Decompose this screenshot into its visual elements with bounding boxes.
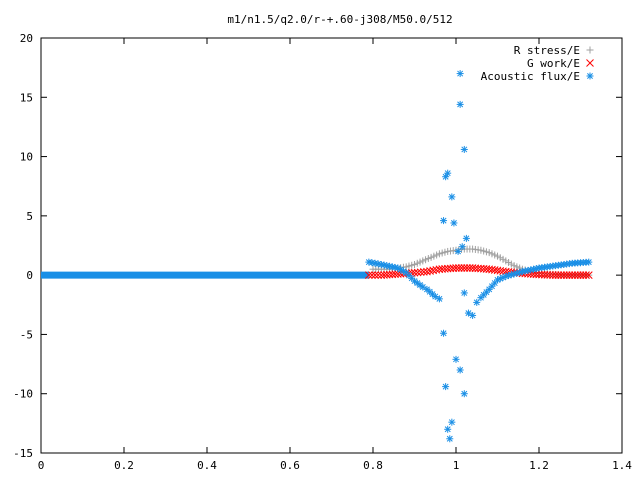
y-tick-label: 20 (20, 32, 33, 45)
data-point (560, 271, 568, 279)
data-point (557, 271, 565, 279)
data-point (473, 298, 481, 306)
x-tick-label: 1 (453, 459, 460, 472)
legend-label: R stress/E (514, 44, 580, 57)
data-point (452, 355, 460, 363)
data-point (454, 264, 463, 272)
data-point (456, 366, 464, 374)
x-tick-label: 1.4 (612, 459, 632, 472)
data-point (584, 271, 593, 279)
data-point (442, 383, 450, 391)
plot-border (40, 37, 623, 454)
data-point (446, 435, 454, 443)
y-tick-label: -10 (13, 388, 33, 401)
y-tick-label: -5 (20, 328, 33, 341)
data-point (460, 390, 468, 398)
x-axis-ticks: 0 0.2 0.4 0.6 0.8 1 1.2 1.4 (38, 38, 632, 472)
data-point (573, 271, 582, 279)
data-point (576, 271, 585, 279)
data-point (374, 271, 383, 279)
plot-frame (40, 37, 623, 454)
y-tick-label: 10 (20, 151, 33, 164)
y-tick-label: 0 (26, 269, 33, 282)
data-point (585, 258, 593, 266)
data-point (426, 267, 434, 275)
data-point (568, 271, 577, 279)
data-point (458, 243, 466, 251)
data-point (454, 247, 462, 255)
series-layer (364, 70, 593, 443)
data-point (435, 295, 443, 303)
data-point (456, 100, 464, 108)
data-point (448, 193, 456, 201)
x-tick-label: 0.8 (363, 459, 383, 472)
data-point (431, 292, 439, 300)
x-tick-label: 0 (38, 459, 45, 472)
data-point (419, 268, 428, 276)
data-point (460, 264, 469, 272)
data-point (582, 271, 590, 279)
data-point (448, 418, 456, 426)
data-point (456, 70, 464, 78)
data-point (368, 271, 376, 279)
data-point (371, 271, 379, 279)
data-point (364, 271, 373, 279)
x-tick-label: 0.2 (114, 459, 134, 472)
data-point (460, 289, 468, 297)
x-tick-label: 1.2 (529, 459, 549, 472)
data-point (469, 311, 477, 319)
data-point (440, 217, 448, 225)
legend-marker (586, 46, 594, 54)
data-point (429, 266, 438, 275)
data-point (452, 264, 460, 272)
chart-title: m1/n1.5/q2.0/r-+.60-j308/M50.0/512 (227, 13, 452, 26)
y-tick-label: 5 (26, 210, 33, 223)
data-point (423, 267, 431, 276)
series-2 (365, 70, 593, 443)
data-point (440, 329, 448, 337)
data-point (413, 268, 422, 277)
legend-marker (586, 59, 594, 67)
y-tick-label: -15 (13, 447, 33, 460)
data-point (457, 264, 466, 272)
data-point (518, 268, 526, 276)
data-point (554, 271, 563, 279)
data-point (551, 271, 560, 279)
data-point (450, 219, 458, 227)
data-point (416, 268, 425, 277)
y-tick-label: 15 (20, 91, 33, 104)
legend-marker (586, 72, 594, 80)
data-point (444, 169, 452, 177)
data-point (571, 271, 579, 279)
data-point (562, 271, 571, 279)
x-tick-label: 0.6 (280, 459, 300, 472)
data-point (460, 145, 468, 153)
data-point (548, 271, 557, 279)
data-point (565, 271, 574, 279)
x-tick-label: 0.4 (197, 459, 217, 472)
y-axis-ticks: -15 -10 -5 0 5 10 15 20 (13, 32, 622, 460)
data-point (463, 264, 471, 272)
legend-label: G work/E (527, 57, 580, 70)
data-point (444, 425, 452, 433)
data-point (462, 234, 470, 242)
legend-label: Acoustic flux/E (481, 70, 580, 83)
data-point (579, 271, 588, 279)
